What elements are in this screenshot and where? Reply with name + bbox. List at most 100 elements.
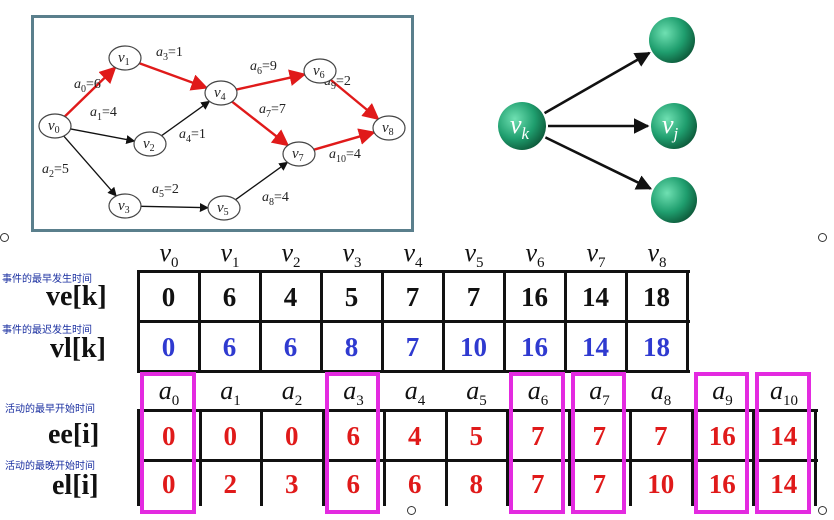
ve-cell: 14 [582,281,609,312]
selection-handle[interactable] [407,506,416,515]
event-header-v2: v2 [281,238,301,272]
edge-label-a6: a6=9 [250,59,277,77]
table-rule [567,409,571,506]
critical-activity-highlight [570,372,626,514]
table-rule [813,409,817,506]
ee-cell: 0 [162,420,176,451]
critical-activity-highlight [755,372,811,514]
edge-label-a8: a8=4 [262,190,289,208]
svg-text:v7: v7 [292,146,304,164]
critical-activity-highlight [509,372,565,514]
event-header-v8: v8 [647,238,667,272]
edge-label-a2: a2=5 [42,162,69,180]
el-cell: 7 [592,469,607,499]
activity-network-graph: a0=6a1=4a2=5a3=1a4=1a5=2a6=9a7=7a8=4a9=2… [38,45,406,221]
table-rule [198,409,202,506]
ve-cell: 7 [405,281,420,312]
vl-cell: 10 [460,331,487,362]
table-rule [137,270,140,373]
ve-row-label: ve[k] [46,281,107,312]
fanout-arrow [543,51,651,115]
activity-header-a7: a7 [589,376,610,410]
vl-cell: 8 [344,331,359,362]
selection-handle[interactable] [0,233,9,242]
graph-figure: a0=6a1=4a2=5a3=1a4=1a5=2a6=9a7=7a8=4a9=2… [31,15,414,232]
svg-text:v5: v5 [217,200,229,218]
ee-cell: 7 [654,420,668,451]
fanout-figure: vk vj [470,8,740,236]
table-rule [381,270,384,373]
vl-cell: 14 [582,331,609,362]
event-header-v7: v7 [586,238,606,272]
table-rule [690,409,694,506]
edge-label-a0: a0=6 [74,77,101,95]
fanout-arrow [544,136,653,190]
edge-v3-v5 [140,202,209,213]
table-rule [138,320,690,323]
svg-text:v2: v2 [143,136,155,154]
fanout-diagram: vk vj [498,17,697,223]
table-rule [442,270,445,373]
ve-cell: 7 [466,281,481,312]
svg-text:v0: v0 [48,118,60,136]
table-rule [383,409,386,506]
event-header-v4: v4 [403,238,423,272]
ee-row-label: ee[i] [48,419,100,450]
el-cell: 6 [408,469,422,499]
edge-label-a10: a10=4 [329,147,361,165]
ve-cell: 18 [643,281,670,312]
ve-cell: 6 [222,281,237,312]
el-cell: 16 [708,469,736,499]
svg-text:v4: v4 [214,85,226,103]
event-header-v5: v5 [464,238,484,272]
table-rule [198,270,201,373]
node-v3: v3 [108,193,142,219]
table-rule [259,270,262,373]
edge-v2-v4 [161,100,211,137]
svg-text:v8: v8 [382,120,394,138]
vl-caption: 事件的最迟发生时间 [2,325,92,336]
el-cell: 2 [223,469,238,499]
node-v6: v6 [303,58,337,84]
selection-handle[interactable] [818,506,827,515]
table-rule [138,459,818,462]
table-rule [752,409,755,506]
ve-cell: 0 [161,281,176,312]
target-node [651,177,697,223]
table-rule [138,370,690,373]
el-caption: 活动的最晚开始时间 [5,461,95,472]
event-header-v1: v1 [220,238,240,272]
activity-header-a6: a6 [527,376,549,410]
activity-header-a5: a5 [466,376,487,410]
vl-cell: 6 [222,331,237,362]
edge-v0-v3 [63,135,117,197]
el-cell: 0 [162,469,176,499]
edge-v4-v7 [231,100,290,147]
ve-caption: 事件的最早发生时间 [2,274,92,285]
activity-header-a9: a9 [712,376,733,410]
el-cell: 8 [469,469,484,499]
activity-header-a4: a4 [404,376,426,410]
svg-text:v6: v6 [313,63,325,81]
ee-cell: 14 [770,420,798,451]
ve-cell: 4 [283,281,298,312]
critical-activity-highlight [140,372,196,514]
node-v7: v7 [282,141,316,167]
activity-header-a3: a3 [343,376,364,410]
activity-header-a2: a2 [281,376,303,410]
node-v2: v2 [133,131,167,157]
node-v8: v8 [372,115,406,141]
selection-handle[interactable] [818,233,827,242]
node-v0: v0 [38,113,72,139]
ee-cell: 6 [346,420,361,451]
event-header-v3: v3 [342,238,362,272]
table-rule [260,409,263,506]
el-cell: 14 [770,469,798,499]
el-cell: 10 [647,469,675,499]
svg-text:v1: v1 [118,50,130,68]
table-rule [444,409,448,506]
table-rule [506,409,509,506]
activity-header-a10: a10 [770,376,798,410]
node-v1: v1 [108,45,142,71]
vl-cell: 7 [405,331,420,362]
